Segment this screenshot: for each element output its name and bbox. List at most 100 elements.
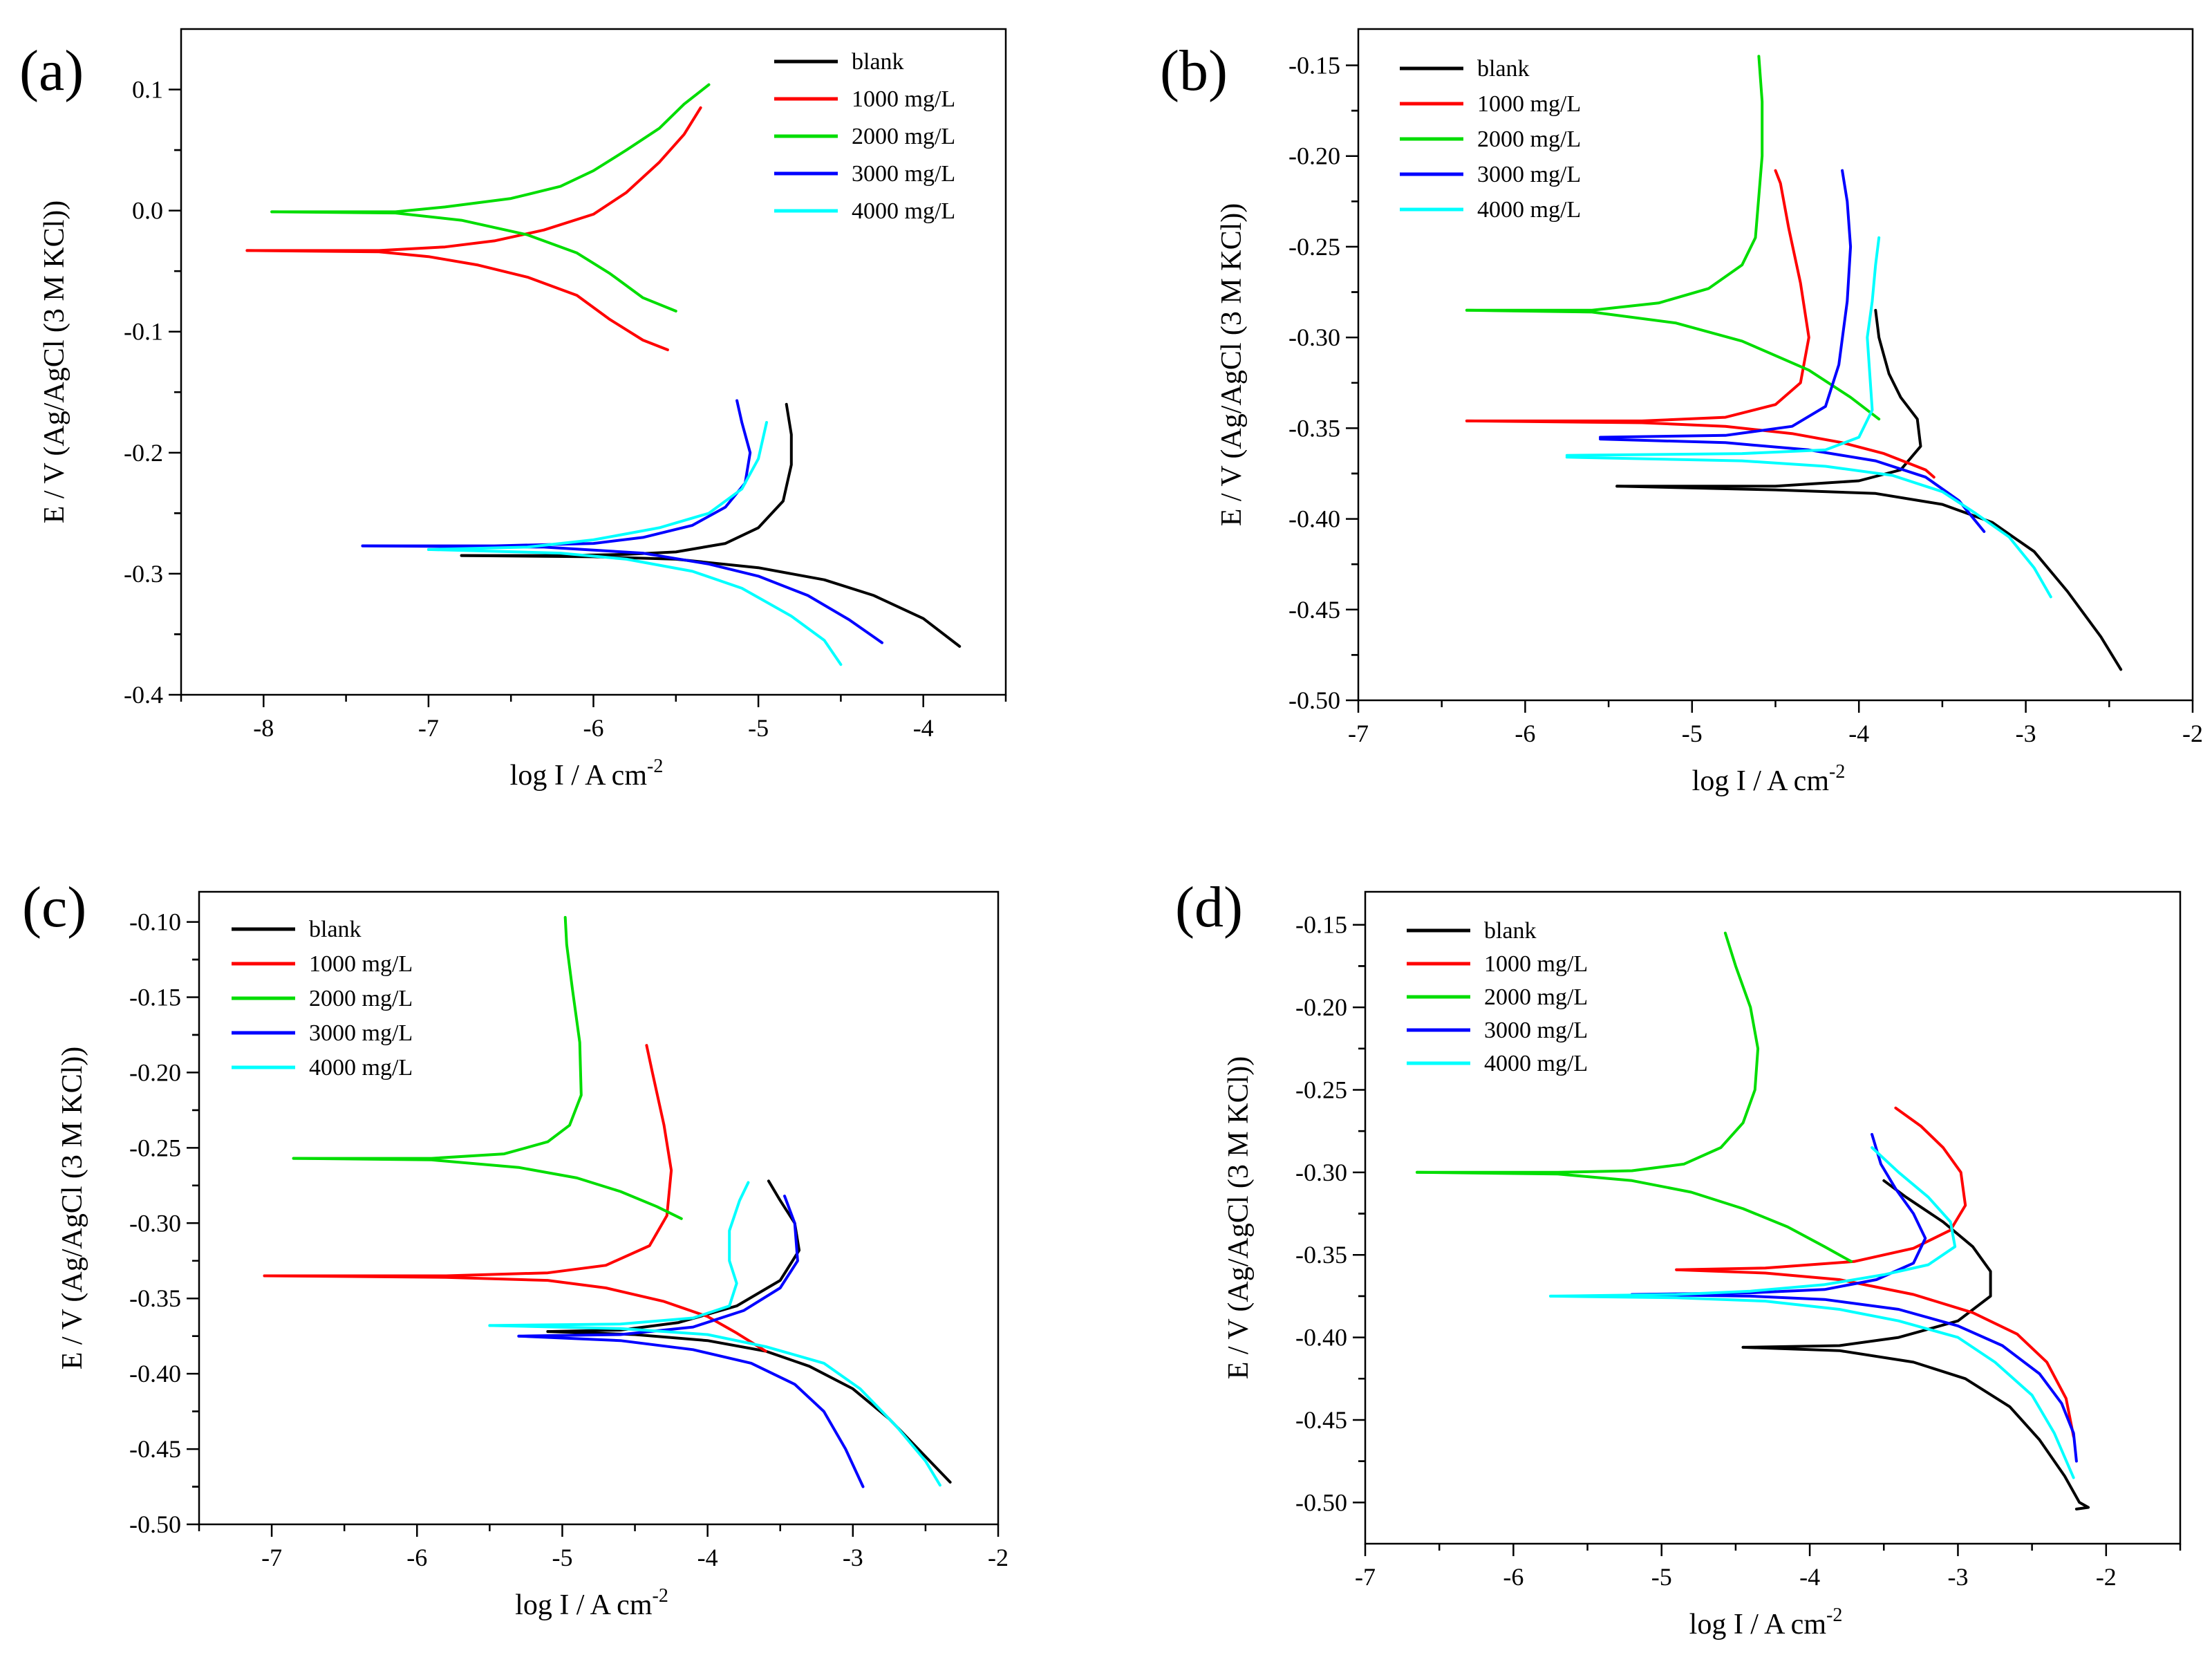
x-tick-label: -7 — [261, 1544, 282, 1571]
x-tick-label: -6 — [1515, 720, 1535, 747]
series-line-2000-mg-l — [292, 916, 583, 1160]
series-line-1000-mg-l — [1465, 419, 1936, 479]
x-axis-label-sup: -2 — [653, 1585, 668, 1607]
x-tick-label: -5 — [748, 714, 769, 742]
y-axis-label: E / V (Ag/AgCl (3 M KCl)) — [57, 1047, 88, 1369]
series-line-blank — [1741, 1345, 2090, 1511]
x-tick-label: -7 — [418, 714, 439, 742]
legend-label: 2000 mg/L — [1484, 984, 1588, 1010]
x-axis-label: log I / A cm-2 — [510, 756, 664, 792]
y-tick-label: -0.3 — [124, 560, 163, 588]
legend-label: 1000 mg/L — [1484, 951, 1588, 977]
series-line-3000-mg-l — [517, 1334, 865, 1488]
x-tick-label: -3 — [2016, 720, 2036, 747]
panel-2: (c) -7 -6 -5 -4 -3 -2 -0.50 -0.45 -0.40 -0.35 -0.30… — [22, 875, 1009, 1621]
x-axis-label-text: log I / A cm — [1689, 1609, 1827, 1640]
y-tick-label: -0.45 — [1295, 1406, 1347, 1434]
legend: blank 1000 mg/L 2000 mg/L 3000 mg/L 4000 mg/… — [232, 917, 413, 1081]
x-axis-label-sup: -2 — [1826, 1605, 1842, 1626]
y-tick-label: -0.10 — [129, 908, 181, 936]
x-tick-label: -2 — [2182, 720, 2203, 747]
y-tick-label: -0.40 — [1288, 505, 1340, 533]
series-line-3000-mg-l — [517, 1195, 799, 1338]
panel-label: (a) — [19, 39, 84, 103]
y-tick-label: -0.20 — [129, 1058, 181, 1086]
plot-frame — [1364, 890, 2182, 1545]
y-tick-label: -0.20 — [1288, 142, 1340, 170]
series-line-2000-mg-l — [270, 83, 711, 214]
legend-label: 3000 mg/L — [309, 1020, 413, 1046]
x-tick-label: -8 — [253, 714, 274, 742]
series-line-3000-mg-l — [1599, 438, 1986, 533]
y-tick-label: -0.50 — [1295, 1488, 1347, 1516]
legend-label: 1000 mg/L — [1477, 91, 1581, 117]
x-tick-label: -5 — [1682, 720, 1703, 747]
x-tick-label: -3 — [843, 1544, 863, 1571]
y-tick-label: -0.50 — [129, 1511, 181, 1538]
legend-label: 3000 mg/L — [1477, 162, 1581, 187]
series-line-blank — [546, 1330, 952, 1484]
legend-label: blank — [1484, 918, 1537, 944]
series-line-blank — [1615, 308, 1922, 488]
legend-label: 3000 mg/L — [1484, 1018, 1588, 1043]
series-line-4000-mg-l — [488, 1181, 750, 1327]
x-axis-label-text: log I / A cm — [515, 1589, 653, 1621]
legend-label: 4000 mg/L — [309, 1055, 413, 1081]
legend: blank 1000 mg/L 2000 mg/L 3000 mg/L 4000 mg/… — [1400, 56, 1581, 223]
legend-label: blank — [309, 917, 362, 942]
legend-label: blank — [1477, 56, 1530, 82]
legend: blank 1000 mg/L 2000 mg/L 3000 mg/L 4000 mg/… — [1407, 918, 1588, 1076]
x-axis-label: log I / A cm-2 — [1689, 1605, 1843, 1640]
series-line-1000-mg-l — [1465, 169, 1810, 422]
series-group — [263, 916, 952, 1488]
x-tick-label: -4 — [1799, 1563, 1820, 1591]
x-axis-label-text: log I / A cm — [1692, 765, 1830, 797]
y-tick-label: -0.35 — [1288, 414, 1340, 442]
y-tick-label: -0.25 — [1288, 233, 1340, 261]
series-line-1000-mg-l — [245, 249, 669, 351]
y-tick-label: 0.1 — [132, 76, 163, 104]
x-axis-label: log I / A cm-2 — [515, 1585, 668, 1621]
y-tick-label: -0.4 — [124, 681, 163, 709]
series-group — [245, 83, 962, 666]
y-tick-label: -0.35 — [1295, 1241, 1347, 1269]
legend-label: 1000 mg/L — [852, 86, 955, 112]
y-tick-label: -0.45 — [1288, 596, 1340, 624]
x-tick-label: -2 — [988, 1544, 1009, 1571]
y-tick-label: -0.30 — [1288, 324, 1340, 351]
series-line-4000-mg-l — [1549, 1294, 2075, 1479]
series-line-blank — [546, 1179, 801, 1334]
series-line-2000-mg-l — [292, 1157, 683, 1220]
legend-label: 3000 mg/L — [852, 161, 955, 187]
y-tick-label: -0.30 — [129, 1209, 181, 1237]
series-line-1000-mg-l — [1675, 1106, 1967, 1271]
series-line-3000-mg-l — [1599, 169, 1853, 439]
y-tick-label: 0.0 — [132, 197, 163, 225]
series-line-4000-mg-l — [427, 421, 768, 551]
series-line-4000-mg-l — [1565, 236, 1881, 457]
legend-label: blank — [852, 49, 904, 75]
y-tick-label: -0.40 — [129, 1360, 181, 1387]
series-line-1000-mg-l — [245, 106, 702, 252]
series-line-3000-mg-l — [1630, 1132, 1927, 1296]
series-line-2000-mg-l — [1465, 55, 1764, 312]
series-line-3000-mg-l — [361, 544, 883, 644]
y-axis-label: E / V (Ag/AgCl (3 M KCl)) — [39, 200, 71, 523]
x-tick-label: -6 — [1503, 1563, 1524, 1591]
series-line-2000-mg-l — [1416, 931, 1760, 1174]
y-tick-label: -0.2 — [124, 439, 163, 467]
plot-frame — [198, 890, 1000, 1526]
x-tick-label: -4 — [913, 714, 934, 742]
x-tick-label: -5 — [1651, 1563, 1672, 1591]
legend-label: 4000 mg/L — [1477, 197, 1581, 223]
x-tick-label: -7 — [1355, 1563, 1376, 1591]
series-line-1000-mg-l — [1675, 1268, 2075, 1438]
series-line-4000-mg-l — [427, 548, 843, 666]
legend: blank 1000 mg/L 2000 mg/L 3000 mg/L 4000 mg/… — [774, 49, 955, 224]
series-line-blank — [1615, 485, 2123, 671]
series-line-4000-mg-l — [1565, 456, 2052, 599]
x-tick-label: -6 — [583, 714, 604, 742]
legend-label: 2000 mg/L — [852, 124, 955, 149]
x-axis-label-sup: -2 — [1829, 761, 1845, 783]
